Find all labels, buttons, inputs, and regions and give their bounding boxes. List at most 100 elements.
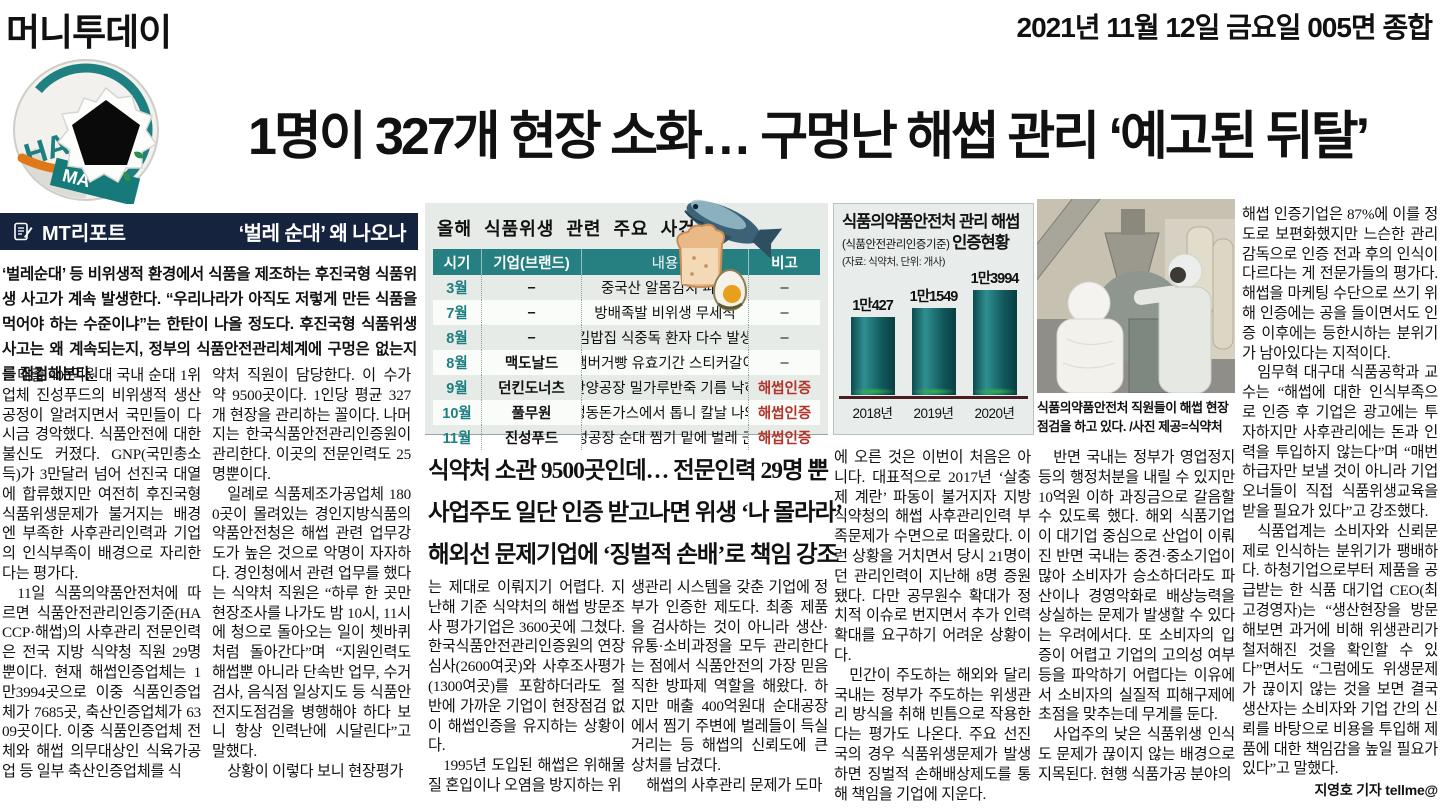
body-paragraph: 식품업계는 소비자와 신뢰문제로 인식하는 분위기가 팽배하다. 하청기업으로부… xyxy=(1242,522,1438,778)
body-paragraph: 반면 국내는 정부가 영업정지 등의 행정처분을 내릴 수 있지만 10억원 이… xyxy=(1038,449,1235,724)
body-column-7: 해썹 인증기업은 87%에 이를 정도로 보편화했지만 느슨한 관리감독으로 인… xyxy=(1242,205,1438,812)
table-cell: 던킨도너츠 xyxy=(481,375,581,400)
table-header-cell: 시기 xyxy=(443,255,471,272)
body-column-3: 는 제대로 이뤄지기 어렵다. 지난해 기준 식약처의 해썹 방문조사 평가기업… xyxy=(428,578,625,812)
report-banner-title: ‘벌레 순대’ 왜 나오나 xyxy=(238,223,407,245)
body-paragraph: 해썹의 사후관리 문제가 도마 xyxy=(646,776,823,794)
table-cell: 3월 xyxy=(446,281,468,297)
incidents-table-header: 시기 기업(브랜드) 내용 비고 xyxy=(433,249,820,275)
table-row: 8월 맥도날드 햄버거빵 유효기간 스티커갈이 – xyxy=(433,350,820,375)
chart-category-label: 2020년 xyxy=(974,406,1015,421)
table-row: 11월 진성푸드음성공장 순대 찜기 밑에 벌레 군집해썹인증 xyxy=(433,425,820,450)
edition-date: 2021년 11월 12일 금요일 005면 종합 xyxy=(1016,12,1433,43)
notebook-pen-icon xyxy=(14,222,33,240)
chart-subtitle: (식품안전관리인증기준) 인증현황 xyxy=(842,233,1025,254)
body-paragraph: 매출 400억원대 국내 순대 1위 업체 진성푸드의 비위생적 생산 공정이 … xyxy=(2,367,201,582)
chart-bar xyxy=(850,317,895,395)
haccp-logo: HACCP MA xyxy=(13,59,159,204)
photo-caption: 식품의약품안전처 직원들이 해썹 현장 점검을 하고 있다. /사진 제공=식약… xyxy=(1037,400,1229,435)
table-row: 9월 던킨도너츠 안양공장 밀가루반죽 기름 낙하 해썹인증 xyxy=(433,375,820,400)
table-cell: 8월 xyxy=(446,331,468,347)
table-row: 7월 – 방배족발 비위생 무세척 – xyxy=(433,300,820,325)
table-header-cell: 내용 xyxy=(581,249,748,275)
body-column-4: 생관리 시스템을 갖춘 기업에 정부가 인증한 제도다. 최종 제품을 검사하는… xyxy=(631,578,828,812)
table-cell: 안양공장 밀가루반죽 기름 낙하 xyxy=(581,375,748,400)
table-cell: 햄버거빵 유효기간 스티커갈이 xyxy=(581,350,748,375)
incidents-table-body: 3월 – 중국산 알몸김치 파동 –7월 – 방배족발 비위생 무세척 –8월 – 김밥집 식중… xyxy=(433,275,820,450)
reporter-byline: 지영호 기자 tellme@ xyxy=(1314,782,1439,799)
chart-header: 식품의약품안전처 관리 해썹 (식품안전관리인증기준) 인증현황 (자료: 식약… xyxy=(834,204,1033,269)
pull-quote-line: 해외선 문제기업에 ‘징벌적 손배’로 책임 강조 xyxy=(428,542,838,568)
body-paragraph: 에 오른 것은 이번이 처음은 아니다. 대표적으로 2017년 ‘살충제 계란… xyxy=(834,449,1031,664)
report-banner-label: MT리포트 xyxy=(42,223,127,245)
table-cell: 맥도날드 xyxy=(481,350,581,375)
table-cell: 8월 xyxy=(446,356,468,372)
body-paragraph: 상황이 이렇다 보니 현장평가 xyxy=(227,762,404,780)
body-column-6: 반면 국내는 정부가 영업정지 등의 행정처분을 내릴 수 있지만 10억원 이… xyxy=(1038,448,1235,812)
table-cell: 11월 xyxy=(442,431,472,447)
table-cell: – xyxy=(481,275,581,300)
body-paragraph: 약처 직원이 담당한다. 이 수가 약 9500곳이다. 1인당 평균 327개… xyxy=(212,367,411,483)
pull-quote: 식약처 소관 9500곳인데… 전문인력 29명 뿐 사업주도 일단 인증 받고… xyxy=(428,450,843,576)
body-paragraph: 일례로 식품제조가공업체 1800곳이 몰려있는 경인지방식품의약품안전청은 해… xyxy=(212,485,411,761)
table-row: 10월 풀무원 냉동돈가스에서 톱니 칼날 나와 해썹인증 xyxy=(433,400,820,425)
inspection-photo xyxy=(1037,199,1235,393)
chart-bars: 1만427 1만1549 1만3994 xyxy=(842,245,1025,395)
fish-bread-egg-illustration xyxy=(676,199,783,311)
table-cell: 음성공장 순대 찜기 밑에 벌레 군집 xyxy=(581,425,748,450)
table-row: 8월 – 김밥집 식중독 환자 다수 발생 – xyxy=(433,325,820,350)
chart-bar-value-label: 1만427 xyxy=(852,298,894,314)
table-cell: 김밥집 식중독 환자 다수 발생 xyxy=(581,325,748,350)
chart-subtitle-bold: 인증현황 xyxy=(952,233,1010,252)
chart-bar-group: 1만1549 xyxy=(903,285,964,395)
report-banner: MT리포트 ‘벌레 순대’ 왜 나오나 xyxy=(0,213,418,250)
table-cell: 10월 xyxy=(442,406,472,422)
chart-bar-group: 1만427 xyxy=(842,294,903,395)
table-cell: – xyxy=(748,325,820,350)
table-cell: 해썹인증 xyxy=(748,425,820,450)
incidents-table-title: 올해 식품위생 관련 주요 사건 xyxy=(437,219,696,239)
body-paragraph: 11일 식품의약품안전처에 따르면 식품안전관리인증기준(HACCP·해썹)의 … xyxy=(2,584,201,780)
chart-bar-value-label: 1만1549 xyxy=(909,289,959,305)
incidents-table: 시기 기업(브랜드) 내용 비고 3월 – 중국산 알몸김치 파동 –7월 – 방배족발 비위생… xyxy=(433,249,820,450)
table-cell: 7월 xyxy=(446,306,468,322)
table-cell: 냉동돈가스에서 톱니 칼날 나와 xyxy=(581,400,748,425)
newspaper-brand: 머니투데이 xyxy=(6,12,172,53)
body-paragraph: 임무혁 대구대 식품공학과 교수는 “해썹에 대한 인식부족으로 인증 후 기업… xyxy=(1242,364,1438,520)
chart-title: 식품의약품안전처 관리 해썹 xyxy=(842,213,1020,231)
body-column-2: 약처 직원이 담당한다. 이 수가 약 9500곳이다. 1인당 평균 327개… xyxy=(212,366,411,812)
body-paragraph: 1995년 도입된 해썹은 위해물질 혼입이나 오염을 방지하는 위 xyxy=(428,757,625,794)
table-cell: 해썹인증 xyxy=(748,375,820,400)
chart-baseline xyxy=(839,396,1028,399)
haccp-certification-chart: 식품의약품안전처 관리 해썹 (식품안전관리인증기준) 인증현황 (자료: 식약… xyxy=(833,203,1034,435)
body-paragraph: 생관리 시스템을 갖춘 기업에 정부가 인증한 제도다. 최종 제품을 검사하는… xyxy=(631,579,828,775)
body-paragraph: 는 제대로 이뤄지기 어렵다. 지난해 기준 식약처의 해썹 방문조사 평가기업… xyxy=(428,579,625,755)
chart-category-label: 2018년 xyxy=(852,406,893,421)
pull-quote-line: 사업주도 일단 인증 받고나면 위생 ‘나 몰라라’ xyxy=(428,500,843,526)
body-column-1: 매출 400억원대 국내 순대 1위 업체 진성푸드의 비위생적 생산 공정이 … xyxy=(2,366,201,812)
chart-categories: 2018년 2019년 2020년 xyxy=(842,402,1025,422)
table-cell: 방배족발 비위생 무세척 xyxy=(581,300,748,325)
chart-bar xyxy=(972,290,1017,395)
body-column-5: 에 오른 것은 이번이 처음은 아니다. 대표적으로 2017년 ‘살충제 계란… xyxy=(834,448,1031,812)
table-cell: – xyxy=(748,275,820,300)
chart-bar-value-label: 1만3994 xyxy=(970,271,1020,287)
chart-bar-group: 1만3994 xyxy=(964,267,1025,395)
table-cell: – xyxy=(748,300,820,325)
table-cell: – xyxy=(481,325,581,350)
table-cell: 풀무원 xyxy=(481,400,581,425)
table-header-cell: 비고 xyxy=(748,249,820,275)
table-cell: – xyxy=(481,300,581,325)
table-cell: – xyxy=(748,350,820,375)
lede-paragraph: ‘벌레순대’ 등 비위생적 환경에서 식품을 제조하는 후진국형 식품위생 사고… xyxy=(2,266,417,384)
pull-quote-line: 식약처 소관 9500곳인데… 전문인력 29명 뿐 xyxy=(428,458,829,484)
table-cell: 해썹인증 xyxy=(748,400,820,425)
chart-source: (자료: 식약처, 단위: 개사) xyxy=(842,256,945,269)
body-paragraph: 해썹 인증기업은 87%에 이를 정도로 보편화했지만 느슨한 관리감독으로 인… xyxy=(1242,206,1438,362)
chart-subtitle-small: (식품안전관리인증기준) xyxy=(842,238,950,251)
body-paragraph: 민간이 주도하는 해외와 달리 국내는 정부가 주도하는 위생관리 방식을 취해… xyxy=(834,666,1031,803)
chart-bar xyxy=(911,308,956,395)
main-headline: 1명이 327개 현장 소화… 구멍난 해썹 관리 ‘예고된 뒤탈’ xyxy=(247,108,1370,166)
chart-category-label: 2019년 xyxy=(913,406,954,421)
table-header-cell: 기업(브랜드) xyxy=(481,249,581,275)
